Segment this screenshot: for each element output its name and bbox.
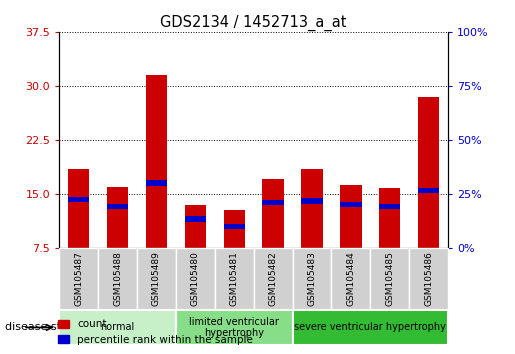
Text: disease state: disease state — [5, 322, 79, 332]
Bar — [68, 197, 90, 202]
Bar — [146, 75, 167, 248]
Text: GSM105481: GSM105481 — [230, 251, 238, 306]
Text: GSM105488: GSM105488 — [113, 251, 122, 306]
Text: GSM105486: GSM105486 — [424, 251, 433, 306]
Bar — [418, 188, 439, 193]
Text: GSM105482: GSM105482 — [269, 251, 278, 306]
Text: GSM105485: GSM105485 — [385, 251, 394, 306]
Bar — [340, 185, 362, 248]
Bar — [262, 200, 284, 205]
Legend: count, percentile rank within the sample: count, percentile rank within the sample — [54, 315, 257, 349]
Bar — [224, 210, 245, 248]
Bar — [184, 205, 206, 248]
Text: GSM105487: GSM105487 — [74, 251, 83, 306]
Text: GSM105484: GSM105484 — [347, 251, 355, 306]
Bar — [184, 217, 206, 222]
Bar — [107, 187, 128, 248]
Bar — [379, 188, 401, 248]
Bar — [301, 199, 323, 204]
Bar — [262, 179, 284, 248]
Bar — [301, 169, 323, 248]
Bar — [107, 204, 128, 209]
Text: GSM105483: GSM105483 — [307, 251, 316, 306]
Title: GDS2134 / 1452713_a_at: GDS2134 / 1452713_a_at — [160, 14, 347, 30]
Bar — [146, 181, 167, 185]
Text: severe ventricular hypertrophy: severe ventricular hypertrophy — [295, 322, 446, 332]
Bar — [418, 97, 439, 248]
Text: GSM105489: GSM105489 — [152, 251, 161, 306]
Text: limited ventricular
hypertrophy: limited ventricular hypertrophy — [189, 316, 279, 338]
Bar — [340, 202, 362, 207]
Bar — [379, 204, 401, 209]
Bar — [68, 169, 90, 248]
Bar — [224, 224, 245, 229]
Text: GSM105480: GSM105480 — [191, 251, 200, 306]
Text: normal: normal — [100, 322, 135, 332]
